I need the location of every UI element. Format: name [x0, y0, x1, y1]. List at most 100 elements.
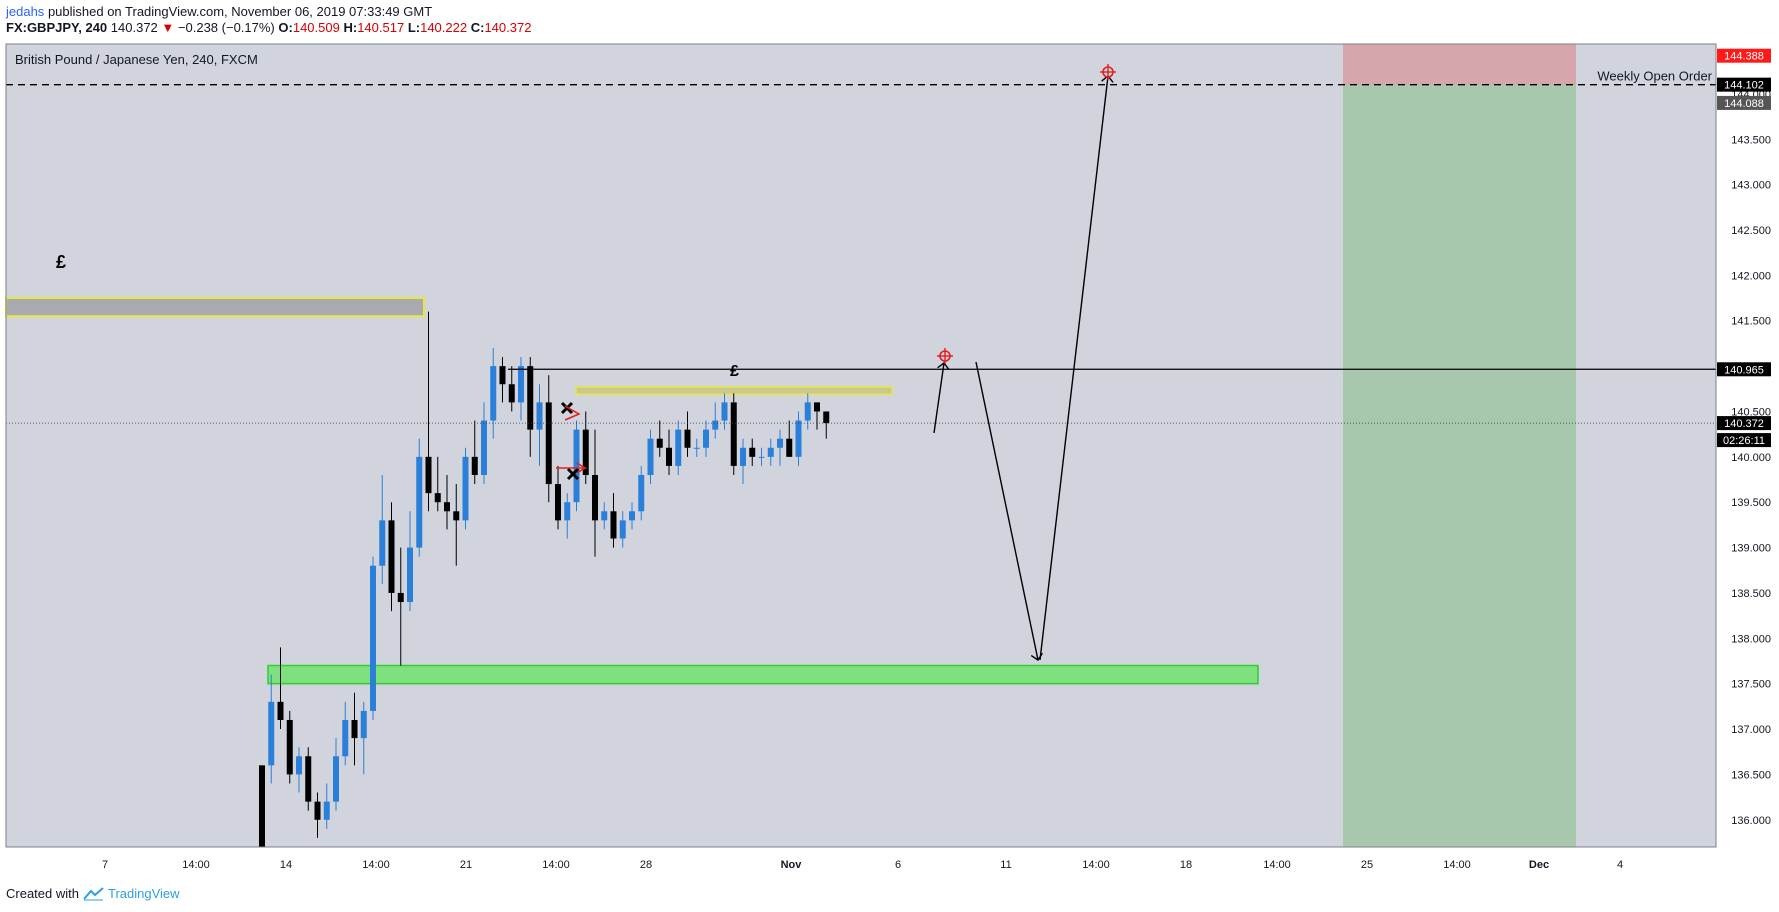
chart-header: jedahs published on TradingView.com, Nov… [6, 4, 531, 36]
candle-body [314, 801, 321, 820]
time-tick-label: 14 [280, 859, 292, 871]
price-axis-tag: 144.388 [1717, 48, 1771, 63]
time-axis[interactable]: 7 14:00 14 14:00 21 14:00 28 Nov 6 11 14:00 18 14:00… [6, 846, 1716, 873]
price-tick-label: 136.000 [1731, 815, 1771, 827]
price-tick-label: 142.500 [1731, 225, 1771, 237]
candle-body [508, 384, 515, 403]
candle-body [638, 474, 645, 512]
price-tag-label: 144.388 [1724, 51, 1764, 63]
candle [286, 710, 293, 784]
price-tag-label: 140.965 [1724, 364, 1764, 376]
candle [462, 447, 469, 530]
candle-body [434, 493, 441, 503]
candle [416, 438, 423, 557]
candle-body [388, 520, 395, 593]
candle [499, 357, 506, 403]
last-price: 140.372 [110, 20, 158, 35]
author-link[interactable]: jedahs [6, 4, 45, 19]
candle-body [425, 456, 432, 494]
created-with-text: Created with [6, 886, 79, 901]
price-tick-label: 139.000 [1731, 543, 1771, 555]
candle [703, 420, 709, 457]
candle [379, 474, 386, 584]
candle-body [333, 756, 339, 802]
candle [536, 384, 543, 466]
time-tick-label: 14:00 [362, 859, 390, 871]
candle [712, 402, 719, 439]
price-tag-label: 144.102 [1724, 80, 1764, 92]
arrow-down-to-demand [975, 361, 1038, 660]
candle-body [675, 429, 682, 466]
time-tick-label: 14:00 [1263, 859, 1291, 871]
stop-loss-zone[interactable] [1343, 44, 1576, 85]
red-arrow-icon [564, 405, 581, 421]
take-profit-zone[interactable] [1343, 84, 1576, 847]
candle [342, 701, 349, 766]
price-tag-bg [1717, 416, 1771, 431]
candle [434, 456, 441, 512]
candle [444, 474, 450, 530]
target-crosshair-icon [1100, 64, 1116, 80]
candle-body [259, 765, 265, 847]
annotation-pound-mid: £ [730, 363, 739, 380]
candle [656, 420, 663, 457]
price-axis-tag: 144.102 [1717, 77, 1771, 92]
candle-body [823, 411, 830, 424]
price-axis-tag: 140.372 [1717, 416, 1771, 431]
open-label: O: [278, 20, 293, 35]
tradingview-logo-icon [82, 887, 104, 901]
candle-body [573, 429, 580, 503]
candle [684, 411, 691, 457]
resistance-zone-box[interactable] [575, 386, 893, 395]
candle-body [758, 456, 765, 458]
candle [397, 547, 404, 666]
candle-body [545, 402, 552, 485]
candle [619, 511, 626, 548]
candle [629, 502, 635, 530]
tradingview-link[interactable]: TradingView [108, 886, 180, 901]
time-tick-label: 21 [460, 859, 472, 871]
open-value: 140.509 [292, 20, 340, 35]
candle [518, 357, 524, 421]
price-chart[interactable]: British Pound / Japanese Yen, 240, FXCM … [0, 0, 1779, 880]
candle-body [416, 456, 423, 548]
time-tick-label: 11 [1000, 859, 1011, 871]
candle [333, 738, 339, 811]
candle [666, 429, 672, 475]
candle-body [730, 402, 737, 466]
candle-body [277, 701, 284, 720]
candle-body [601, 511, 608, 521]
candle-body [749, 447, 756, 457]
candle [610, 493, 617, 548]
candle [758, 447, 765, 466]
candle [647, 429, 654, 485]
candle-body [499, 366, 506, 385]
candle [740, 438, 746, 485]
high-value: 140.517 [357, 20, 405, 35]
candle-body [592, 474, 598, 521]
demand-zone-box[interactable] [267, 664, 1259, 685]
candle [545, 375, 552, 503]
candle-body [684, 429, 691, 448]
cross-stroke-b [566, 467, 580, 481]
time-tick-label: 14:00 [1082, 859, 1110, 871]
candle [786, 420, 793, 457]
candle-body [582, 429, 589, 475]
price-tick-label: 139.500 [1731, 497, 1771, 509]
candle-body [323, 801, 330, 820]
candle-body [647, 438, 654, 475]
supply-zone-box[interactable] [5, 297, 425, 318]
low-label: L: [407, 20, 421, 35]
time-tick-label: 14:00 [182, 859, 210, 871]
candle-body [712, 420, 719, 430]
candle [351, 692, 358, 766]
time-tick-label: 7 [102, 859, 108, 871]
price-tick-label: 137.000 [1731, 724, 1771, 736]
candle [259, 765, 265, 847]
arrow-up-to-target [1039, 76, 1108, 661]
candle [573, 420, 580, 512]
price-tag-bg [1717, 95, 1771, 110]
candle-body [370, 565, 376, 711]
high-label: H: [343, 20, 358, 35]
candle [693, 438, 700, 457]
